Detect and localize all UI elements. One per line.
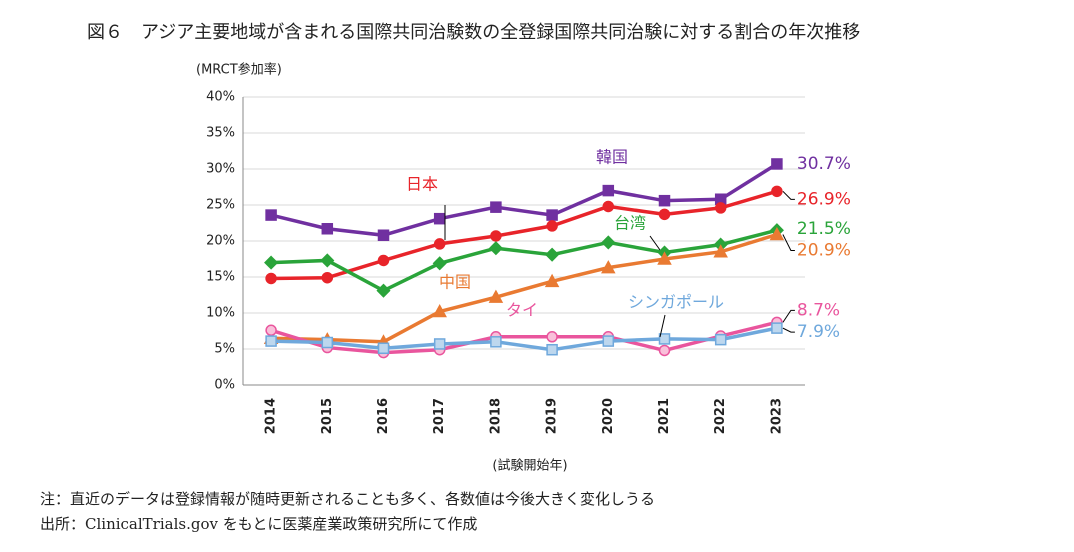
series-line	[271, 326, 778, 352]
marker	[771, 158, 783, 170]
source: 出所：ClinicalTrials.gov をもとに医薬産業政策研究所にて作成	[40, 515, 477, 533]
marker	[377, 342, 390, 355]
marker	[265, 209, 277, 221]
leader-line	[782, 190, 795, 200]
marker	[658, 333, 671, 345]
leader-line	[782, 309, 795, 323]
marker	[265, 335, 277, 347]
marker	[377, 229, 390, 241]
marker	[265, 324, 277, 337]
marker	[490, 201, 502, 213]
x-tick-label: 2020	[601, 398, 616, 434]
marker	[657, 251, 672, 265]
value-label: 21.5%	[797, 219, 851, 239]
marker	[432, 303, 447, 318]
leader-line	[659, 314, 666, 338]
marker	[658, 194, 671, 207]
leader-line	[782, 234, 795, 252]
marker	[546, 209, 558, 221]
series-line	[270, 320, 778, 355]
leader-line	[649, 235, 661, 251]
y-tick-label: 40%	[206, 90, 235, 105]
y-tick-label: 35%	[206, 126, 235, 141]
marker	[658, 208, 671, 221]
series-line	[271, 189, 778, 281]
series-line	[271, 232, 778, 344]
note: 注：直近のデータは登録情報が随時更新されることも多く、各数値は今後大きく変化しう…	[40, 490, 655, 508]
series-label: 中国	[439, 273, 471, 292]
marker	[490, 336, 502, 348]
marker	[546, 343, 558, 356]
marker	[546, 220, 558, 232]
x-tick-label: 2018	[488, 398, 503, 434]
marker	[601, 260, 616, 274]
chart-title: 図６ アジア主要地域が含まれる国際共同治験数の全登録国際共同治験に対する割合の年…	[87, 22, 860, 43]
marker	[321, 336, 334, 349]
marker	[771, 185, 783, 198]
series-label: 韓国	[596, 148, 628, 167]
value-label: 26.9%	[797, 189, 851, 209]
y-axis-label: (MRCT参加率)	[196, 62, 282, 78]
marker	[433, 238, 446, 250]
marker	[264, 255, 279, 270]
marker	[433, 212, 446, 225]
x-tick-label: 2019	[545, 398, 560, 434]
marker	[321, 271, 334, 284]
x-tick-label: 2016	[376, 398, 391, 434]
marker	[714, 333, 727, 346]
series-line	[270, 162, 778, 238]
y-tick-label: 30%	[206, 162, 235, 177]
value-label: 8.7%	[797, 300, 840, 320]
leader-line	[782, 327, 795, 333]
series-line	[271, 228, 778, 293]
marker	[769, 226, 785, 241]
value-label: 20.9%	[797, 241, 851, 261]
marker	[714, 202, 727, 214]
marker	[488, 241, 503, 256]
marker	[433, 338, 446, 350]
marker	[488, 289, 504, 303]
x-tick-label: 2017	[432, 398, 447, 434]
y-tick-label: 0%	[214, 378, 235, 393]
x-tick-label: 2015	[320, 398, 335, 434]
series-label: 台湾	[614, 214, 646, 233]
marker	[601, 235, 616, 250]
y-tick-label: 10%	[206, 306, 235, 321]
marker	[544, 273, 560, 288]
x-tick-label: 2023	[769, 398, 784, 434]
marker	[377, 254, 390, 267]
x-tick-label: 2021	[657, 398, 672, 434]
y-tick-label: 5%	[214, 342, 235, 357]
x-tick-label: 2014	[264, 398, 279, 434]
value-label: 30.7%	[797, 154, 851, 174]
x-axis-label: (試験開始年)	[492, 458, 567, 474]
marker	[320, 253, 335, 268]
marker	[602, 184, 615, 197]
marker	[376, 283, 391, 298]
marker	[771, 322, 783, 334]
y-tick-label: 20%	[206, 234, 235, 249]
marker	[490, 230, 502, 242]
marker	[432, 256, 447, 271]
marker	[713, 244, 728, 258]
marker	[658, 344, 671, 357]
marker	[545, 247, 560, 262]
marker	[602, 200, 615, 213]
marker	[265, 272, 277, 285]
y-tick-label: 25%	[206, 198, 235, 213]
x-tick-label: 2022	[713, 398, 728, 434]
value-label: 7.9%	[797, 322, 840, 342]
series-label: 日本	[406, 175, 438, 194]
marker	[602, 335, 615, 347]
series-label: シンガポール	[628, 293, 724, 312]
y-tick-label: 15%	[206, 270, 235, 285]
series-label: タイ	[506, 301, 538, 320]
marker	[321, 223, 334, 235]
marker	[546, 331, 558, 343]
